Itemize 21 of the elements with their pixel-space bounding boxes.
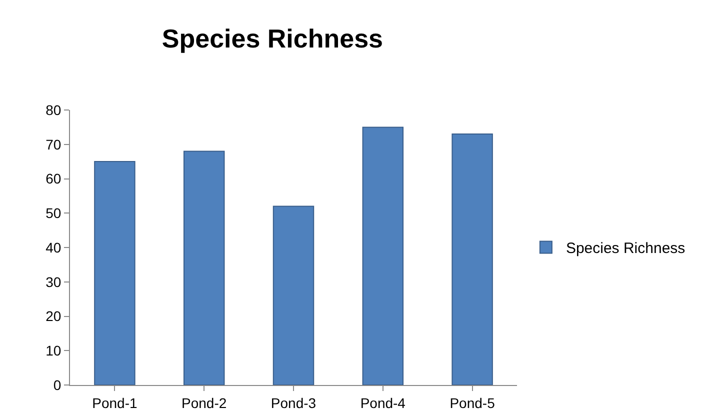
bar (452, 134, 493, 385)
y-tick-label: 40 (46, 239, 62, 256)
y-tick-label: 70 (46, 136, 62, 152)
bar (362, 126, 404, 385)
y-tick-label: 80 (46, 102, 62, 118)
y-tick-label: 50 (46, 205, 62, 222)
y-tick-label: 20 (46, 308, 62, 324)
bar (272, 206, 314, 385)
y-tick-label: 0 (53, 376, 62, 393)
bar (183, 150, 225, 385)
chart-title: Species Richness (162, 24, 384, 54)
x-tick-label: Pond-5 (450, 394, 496, 411)
x-tick-label: Pond-3 (270, 394, 316, 411)
x-tick-label: Pond-2 (182, 394, 227, 411)
y-tick-label: 30 (46, 274, 62, 290)
x-tick-label: Pond-4 (360, 394, 406, 411)
bar (94, 161, 136, 385)
legend-label: Species Richness (566, 240, 686, 258)
y-tick-label: 10 (46, 342, 62, 359)
x-tick-label: Pond-1 (92, 394, 138, 411)
y-tick-label: 60 (46, 170, 62, 187)
